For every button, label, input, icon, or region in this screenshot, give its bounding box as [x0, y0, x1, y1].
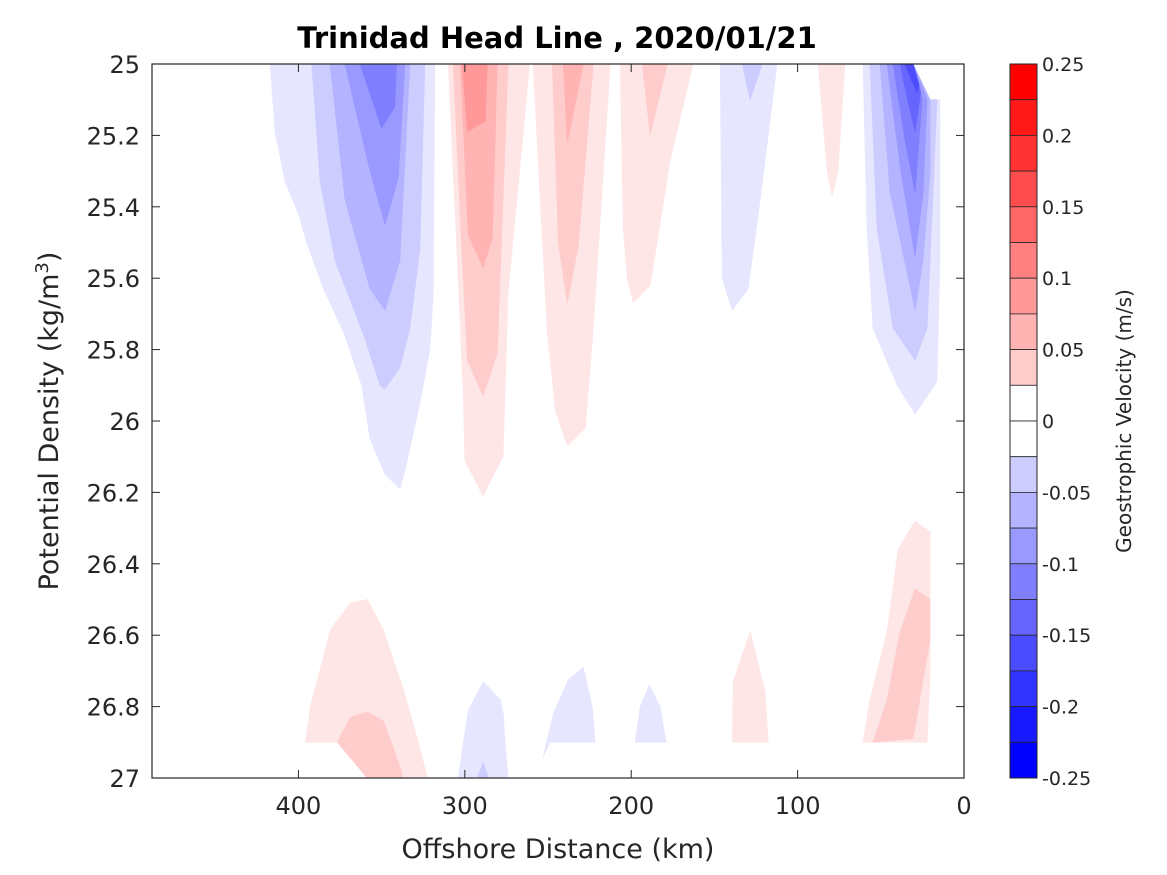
x-tick-label: 300 — [442, 792, 488, 820]
colorbar-ticks: 0.25 0.2 0.15 0.1 0.05 0 -0.05 -0.1 -0.15 -0.2 -0.… — [1042, 54, 1091, 790]
y-tick-label: 25.2 — [87, 122, 140, 150]
colorbar-tick-label: -0.15 — [1042, 625, 1091, 647]
colorbar-segment — [1009, 599, 1038, 636]
colorbar-segment — [1009, 706, 1038, 743]
colorbar-label: Geostrophic Velocity (m/s) — [1112, 289, 1136, 553]
colorbar-segment — [1009, 527, 1038, 565]
y-tick-label: 26.2 — [87, 479, 140, 507]
y-tick-label: 25.6 — [87, 265, 140, 293]
colorbar-tick-label: -0.2 — [1042, 697, 1079, 719]
x-tick-label: 100 — [775, 792, 821, 820]
x-tick-label: 400 — [276, 792, 322, 820]
contour-fill-group — [269, 63, 941, 779]
colorbar-segment — [1009, 634, 1038, 672]
y-tick-label: 26.8 — [87, 694, 140, 722]
y-tick-label: 27 — [109, 765, 140, 793]
colorbar-tick-label: 0.05 — [1042, 340, 1084, 362]
colorbar-segment — [1009, 63, 1038, 101]
colorbar-segment — [1009, 349, 1038, 386]
y-tick-label: 25.8 — [87, 337, 140, 365]
colorbar-tick-label: 0.25 — [1042, 54, 1084, 76]
colorbar-segment — [1009, 277, 1038, 315]
colorbar-segment — [1009, 491, 1038, 529]
colorbar-frame — [1009, 63, 1038, 779]
colorbar-segment — [1009, 134, 1038, 172]
colorbar-segment — [1009, 99, 1038, 136]
colorbar — [1009, 63, 1038, 779]
contour-region-blue-deep-240km-level--0.025 — [542, 666, 596, 757]
colorbar-segment — [1009, 741, 1038, 779]
colorbar-segment — [1009, 670, 1038, 708]
colorbar-tick-label: 0.15 — [1042, 197, 1084, 219]
colorbar-tick-label: -0.1 — [1042, 554, 1079, 576]
y-tick-label: 25 — [109, 51, 140, 79]
colorbar-tick-label: -0.25 — [1042, 768, 1091, 790]
y-axis-label: Potential Density (kg/m3) — [32, 252, 65, 591]
contour-region-blue-deep-190km-level--0.025 — [634, 684, 667, 743]
colorbar-segment — [1009, 456, 1038, 493]
y-tick-label: 25.4 — [87, 194, 140, 222]
x-axis-label: Offshore Distance (km) — [402, 834, 715, 865]
colorbar-segment — [1009, 563, 1038, 600]
y-tick-label: 26.4 — [87, 551, 140, 579]
contour-region-red-deep-130km-level-0.025 — [731, 630, 769, 743]
y-tick-label: 26.6 — [87, 622, 140, 650]
y-axis-label-main: Potential Density (kg/m — [34, 274, 65, 591]
y-axis-label-close: ) — [34, 252, 65, 263]
colorbar-segment — [1009, 206, 1038, 243]
colorbar-tick-label: 0 — [1042, 411, 1054, 433]
colorbar-tick-label: 0.1 — [1042, 268, 1072, 290]
x-axis-ticks: 400 300 200 100 0 — [276, 64, 972, 820]
colorbar-segment — [1009, 170, 1038, 208]
y-axis-ticks: 25 25.2 25.4 25.6 25.8 26 26.2 26.4 26.6 26.8 27 — [87, 51, 964, 793]
colorbar-segment — [1009, 420, 1038, 458]
x-tick-label: 200 — [608, 792, 654, 820]
contour-region-red-deep-30km-level-0.05 — [872, 588, 931, 743]
colorbar-segment — [1009, 313, 1038, 350]
chart-title: Trinidad Head Line , 2020/01/21 — [297, 21, 817, 55]
x-tick-label: 0 — [956, 792, 971, 820]
colorbar-segment — [1009, 384, 1038, 422]
y-tick-label: 26 — [109, 408, 140, 436]
colorbar-segment — [1009, 242, 1038, 279]
y-axis-label-superscript: 3 — [32, 262, 53, 273]
colorbar-tick-label: 0.2 — [1042, 125, 1072, 147]
contour-region-red-core-190km-level-0.025 — [619, 63, 694, 304]
contour-region-blue-deep-290km-level--0.025 — [457, 681, 509, 779]
colorbar-tick-label: -0.05 — [1042, 482, 1091, 504]
